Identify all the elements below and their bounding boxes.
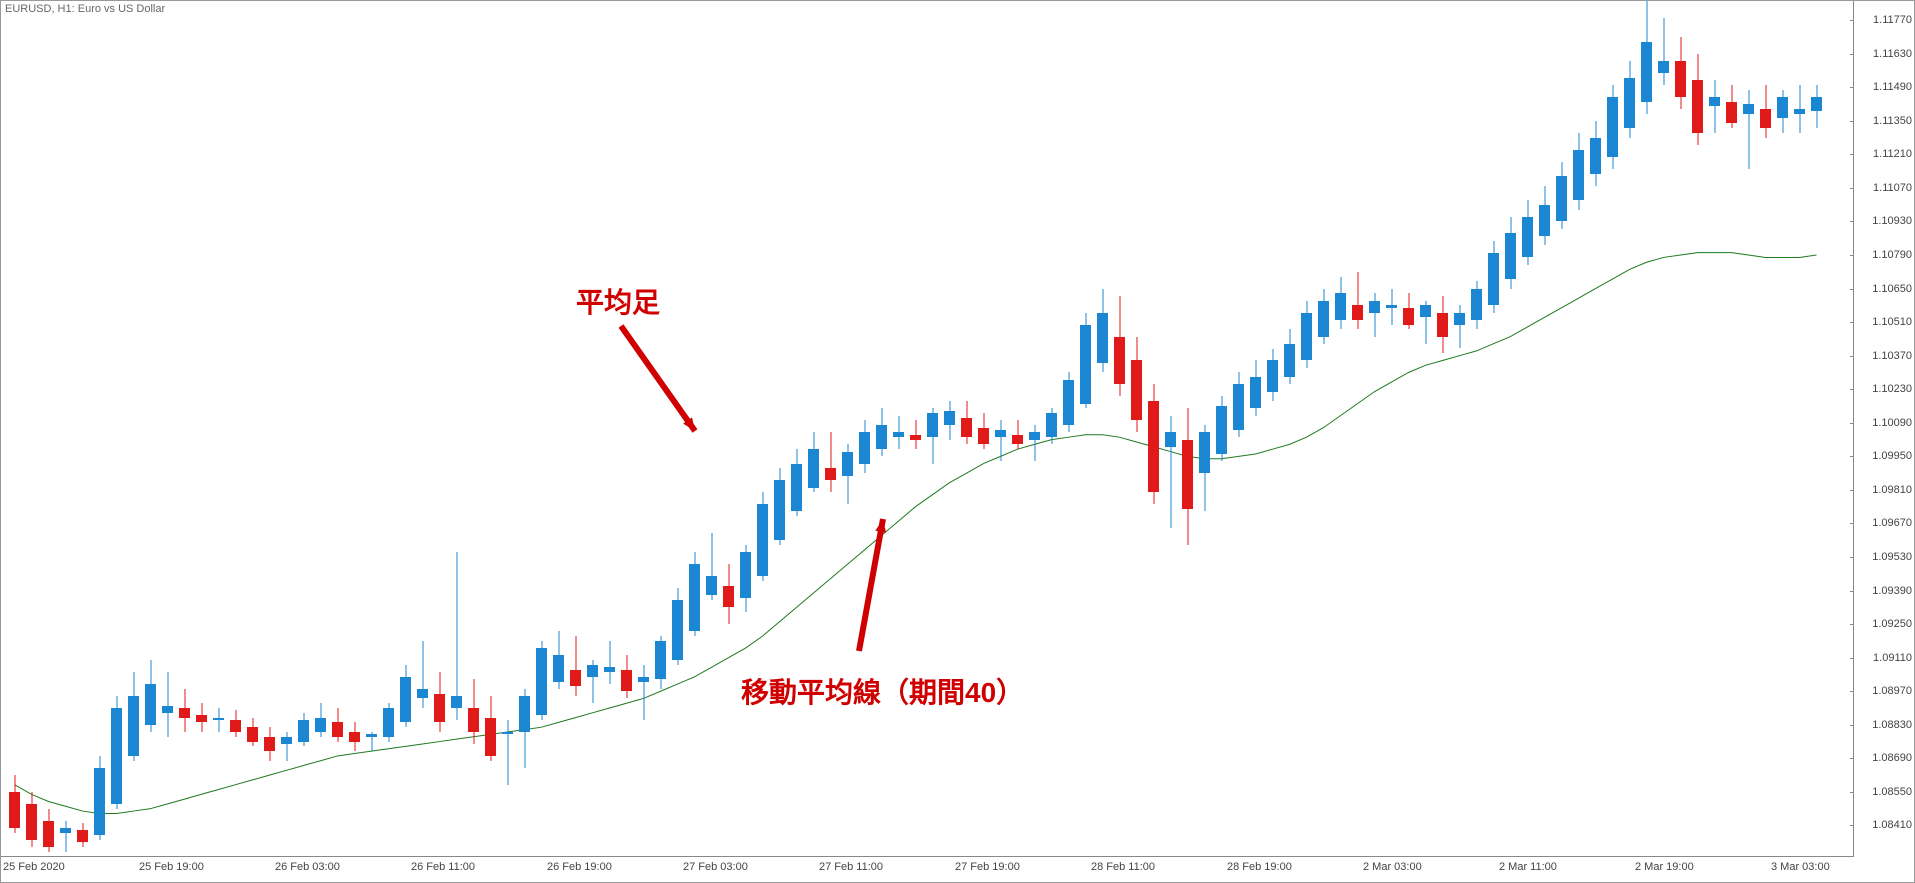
y-tick-label: 1.09390	[1872, 585, 1912, 597]
y-tick-label: 1.10790	[1872, 249, 1912, 261]
y-tick-label: 1.11350	[1873, 115, 1912, 127]
y-tick-label: 1.10090	[1872, 417, 1912, 429]
y-tick-label: 1.10930	[1872, 215, 1912, 227]
y-tick-label: 1.11770	[1873, 14, 1912, 26]
y-tick-label: 1.11490	[1873, 81, 1912, 93]
y-tick-label: 1.09530	[1872, 551, 1912, 563]
x-tick-label: 28 Feb 11:00	[1091, 861, 1155, 873]
y-tick-label: 1.08550	[1872, 786, 1912, 798]
x-axis: 25 Feb 2020 25 Feb 19:00 26 Feb 03:00 26 Fe…	[1, 857, 1854, 882]
annotation-arrow	[844, 504, 898, 666]
y-tick-label: 1.09250	[1872, 618, 1912, 630]
x-tick-label: 2 Mar 11:00	[1499, 861, 1557, 873]
chart-container: EURUSD, H1: Euro vs US Dollar 平均足移動平均線（期…	[0, 0, 1915, 883]
y-tick-label: 1.10510	[1872, 316, 1912, 328]
y-tick-label: 1.08690	[1872, 752, 1912, 764]
chart-title: EURUSD, H1: Euro vs US Dollar	[5, 3, 165, 15]
x-tick-label: 26 Feb 11:00	[411, 861, 475, 873]
y-tick-label: 1.11210	[1873, 148, 1912, 160]
x-tick-label: 27 Feb 11:00	[819, 861, 883, 873]
x-tick-label: 25 Feb 19:00	[139, 861, 204, 873]
y-tick-label: 1.10230	[1872, 383, 1912, 395]
plot-area[interactable]: 平均足移動平均線（期間40）	[1, 1, 1854, 857]
annotation-label: 移動平均線（期間40）	[741, 671, 1024, 711]
y-tick-label: 1.09950	[1872, 450, 1912, 462]
x-tick-label: 26 Feb 19:00	[547, 861, 612, 873]
y-tick-label: 1.08410	[1872, 819, 1912, 831]
x-tick-label: 3 Mar 03:00	[1771, 861, 1830, 873]
y-axis: 1.11770 1.11630 1.11490 1.11350 1.11210 1.110…	[1854, 1, 1914, 857]
annotation-arrow	[606, 311, 710, 446]
y-tick-label: 1.08830	[1872, 719, 1912, 731]
y-tick-label: 1.10650	[1872, 283, 1912, 295]
x-tick-label: 26 Feb 03:00	[275, 861, 340, 873]
x-tick-label: 27 Feb 19:00	[955, 861, 1020, 873]
y-tick-label: 1.09810	[1872, 484, 1912, 496]
y-tick-label: 1.11630	[1873, 48, 1912, 60]
x-tick-label: 27 Feb 03:00	[683, 861, 748, 873]
annotation-label: 平均足	[576, 281, 660, 321]
y-tick-label: 1.09670	[1872, 517, 1912, 529]
y-tick-label: 1.10370	[1872, 350, 1912, 362]
x-tick-label: 2 Mar 19:00	[1635, 861, 1694, 873]
y-tick-label: 1.09110	[1873, 652, 1912, 664]
y-tick-label: 1.11070	[1873, 182, 1912, 194]
x-tick-label: 2 Mar 03:00	[1363, 861, 1422, 873]
y-tick-label: 1.08970	[1872, 685, 1912, 697]
x-tick-label: 28 Feb 19:00	[1227, 861, 1292, 873]
x-tick-label: 25 Feb 2020	[3, 861, 65, 873]
